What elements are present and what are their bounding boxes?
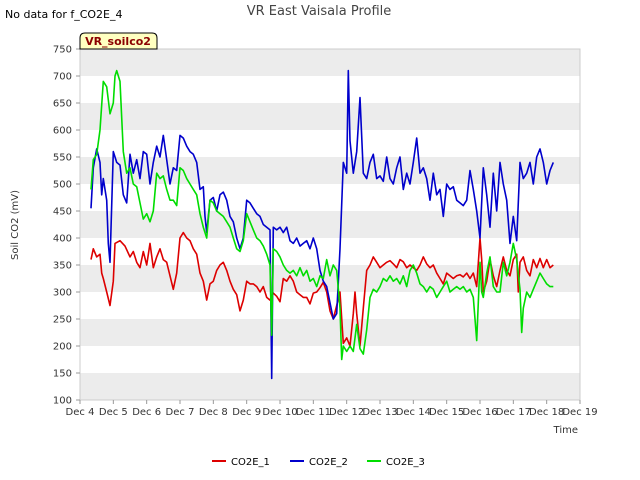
y-tick-label: 300 <box>53 288 72 299</box>
x-tick-label: Dec 9 <box>232 407 261 418</box>
y-tick-label: 750 <box>53 45 72 56</box>
chart-title: VR East Vaisala Profile <box>247 4 392 19</box>
legend-label: CO2E_3 <box>386 457 425 468</box>
site-badge: VR_soilco2 <box>79 32 158 50</box>
x-tick-label: Dec 13 <box>362 407 397 418</box>
legend-label: CO2E_1 <box>231 457 270 468</box>
y-tick-label: 350 <box>53 261 72 272</box>
y-tick-label: 450 <box>53 207 72 218</box>
x-tick-label: Dec 14 <box>396 407 431 418</box>
series-line-co2e-3 <box>90 69 554 361</box>
x-tick-label: Dec 8 <box>199 407 228 418</box>
x-tick-label: Dec 19 <box>562 407 597 418</box>
y-tick-label: 250 <box>53 315 72 326</box>
y-tick-label: 550 <box>53 153 72 164</box>
legend: CO2E_1 CO2E_2 CO2E_3 <box>212 457 425 468</box>
x-tick-label: Dec 10 <box>262 407 297 418</box>
grid-band <box>80 211 580 238</box>
y-tick-label: 200 <box>53 342 72 353</box>
x-tick-label: Dec 12 <box>329 407 364 418</box>
x-tick-label: Dec 4 <box>66 407 95 418</box>
grid-band <box>80 319 580 346</box>
y-tick-label: 400 <box>53 234 72 245</box>
plot-area <box>79 48 581 401</box>
series-line-co2e-1 <box>90 231 554 347</box>
y-tick-label: 100 <box>53 396 72 407</box>
series-line-co2e-2 <box>90 69 555 380</box>
grid-band <box>80 49 580 76</box>
y-tick-label: 650 <box>53 99 72 110</box>
x-tick-label: Dec 18 <box>529 407 564 418</box>
y-tick-label: 500 <box>53 180 72 191</box>
x-tick-label: Dec 16 <box>462 407 497 418</box>
site-badge-label: VR_soilco2 <box>85 35 151 48</box>
x-tick-label: Dec 7 <box>166 407 195 418</box>
grid-band <box>80 103 580 130</box>
background-bands <box>80 49 580 400</box>
y-tick-label: 600 <box>53 126 72 137</box>
grid-band <box>80 373 580 400</box>
grid-band <box>80 157 580 184</box>
x-tick-label: Dec 11 <box>296 407 331 418</box>
y-tick-label: 150 <box>53 369 72 380</box>
no-data-message: No data for f_CO2E_4 <box>5 8 123 21</box>
x-axis-label: Time <box>553 425 578 436</box>
legend-label: CO2E_2 <box>309 457 348 468</box>
y-axis-label: Soil CO2 (mV) <box>10 190 21 260</box>
y-tick-label: 700 <box>53 72 72 83</box>
grid-band <box>80 265 580 292</box>
x-tick-label: Dec 5 <box>99 407 128 418</box>
x-tick-label: Dec 6 <box>132 407 161 418</box>
x-tick-label: Dec 15 <box>429 407 464 418</box>
x-tick-label: Dec 17 <box>496 407 531 418</box>
